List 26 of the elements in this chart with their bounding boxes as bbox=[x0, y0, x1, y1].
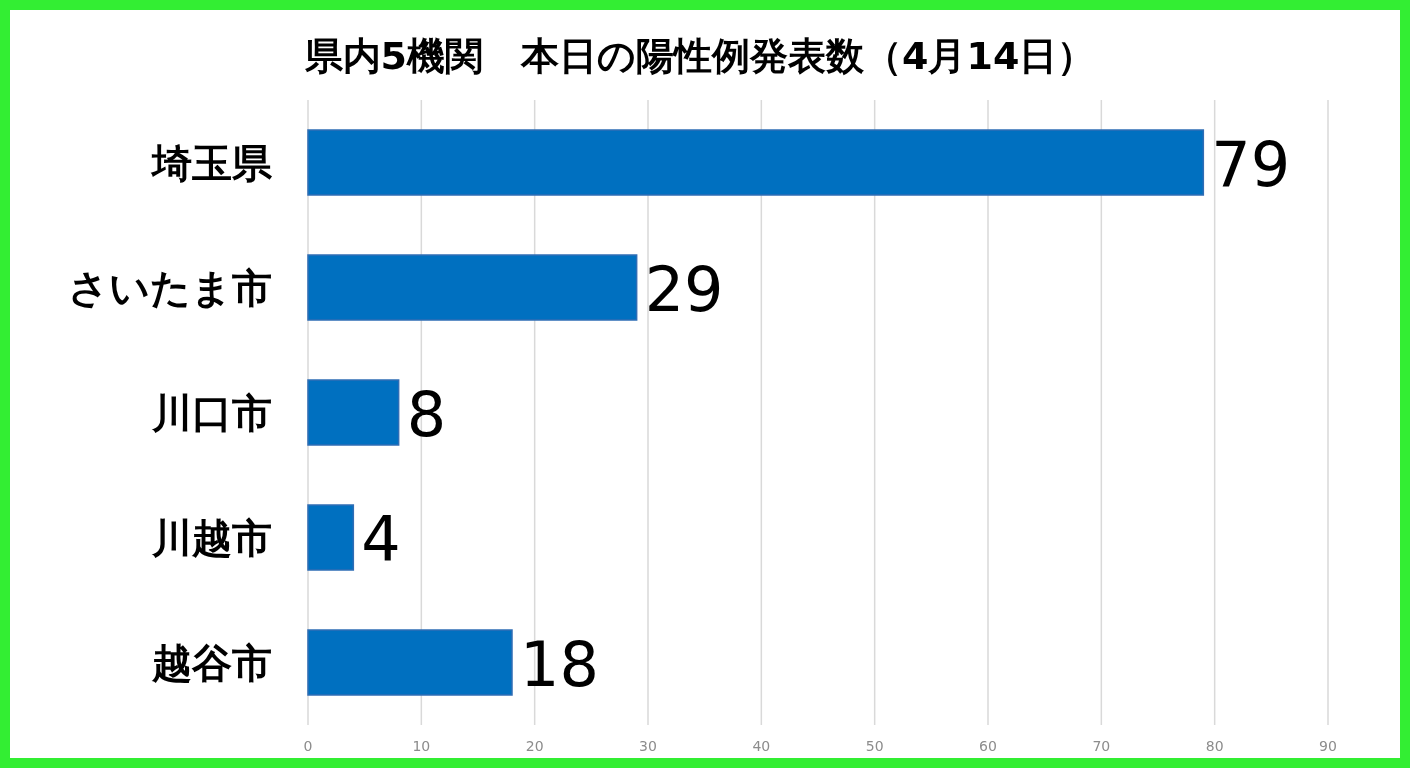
data-label: 18 bbox=[520, 627, 599, 701]
x-tick-label: 40 bbox=[752, 738, 771, 754]
y-tick-label: 川口市 bbox=[151, 389, 272, 436]
data-label: 79 bbox=[1211, 127, 1291, 201]
bar bbox=[307, 129, 1205, 196]
x-tick-label: 30 bbox=[639, 738, 657, 754]
x-tick-label: 60 bbox=[979, 738, 997, 754]
bar bbox=[307, 254, 638, 321]
y-tick-label: 越谷市 bbox=[151, 639, 272, 686]
x-tick-label: 90 bbox=[1319, 738, 1337, 754]
bar bbox=[307, 379, 400, 446]
data-label: 8 bbox=[406, 377, 447, 451]
x-tick-label: 70 bbox=[1092, 738, 1111, 754]
y-tick-label: さいたま市 bbox=[68, 264, 272, 311]
y-tick-label: 埼玉県 bbox=[150, 139, 273, 186]
y-tick-label: 川越市 bbox=[151, 514, 272, 561]
bar bbox=[307, 504, 355, 571]
x-tick-label: 50 bbox=[865, 738, 884, 754]
bar bbox=[307, 629, 513, 696]
x-tick-label: 80 bbox=[1205, 738, 1224, 754]
x-tick-label: 0 bbox=[303, 738, 313, 754]
x-tick-label: 20 bbox=[525, 738, 544, 754]
x-tick-label: 10 bbox=[412, 738, 431, 754]
data-label: 4 bbox=[361, 502, 401, 576]
data-label: 29 bbox=[644, 252, 724, 326]
chart-title: 県内5機関 本日の陽性例発表数（4月14日） bbox=[303, 34, 1096, 78]
